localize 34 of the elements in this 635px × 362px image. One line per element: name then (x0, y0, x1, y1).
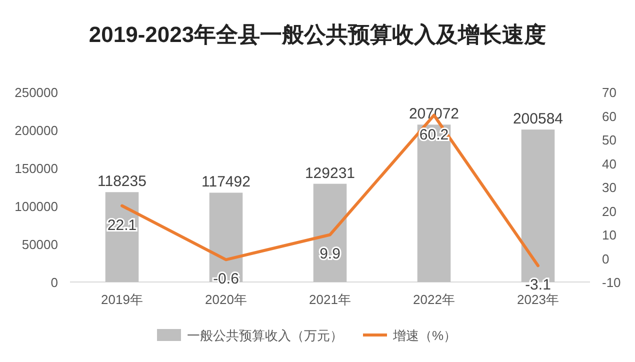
y2-tick-label: 20 (602, 204, 616, 219)
legend-label: 增速（%） (392, 328, 457, 343)
y2-tick-label: 10 (602, 228, 616, 242)
data-label: 60.2 (419, 126, 449, 144)
y2-tick-label: 70 (602, 85, 616, 100)
x-tick-label: 2021年 (309, 292, 351, 307)
bar (417, 124, 451, 282)
x-tick-label: 2020年 (205, 292, 247, 307)
data-label: -0.6 (213, 270, 239, 288)
y-tick-label: 200000 (14, 123, 58, 138)
x-tick-label: 2023年 (517, 292, 559, 307)
data-label: 129231 (304, 164, 356, 182)
data-label: 117492 (202, 174, 250, 191)
x-tick-label: 2019年 (101, 292, 143, 307)
y-tick-label: 150000 (14, 161, 58, 176)
y-tick-label: 50000 (22, 237, 58, 252)
y2-tick-label: 50 (602, 132, 616, 148)
data-label: 9.9 (320, 246, 340, 263)
y2-tick-label: 60 (602, 108, 616, 124)
x-tick-label: 2022年 (413, 292, 455, 307)
data-label: 200584 (512, 110, 564, 128)
y-tick-label: 0 (50, 275, 58, 290)
chart-title: 2019-2023年全县一般公共预算收入及增长速度 (88, 22, 546, 47)
data-label: 22.1 (107, 216, 137, 234)
y2-tick-label: 30 (602, 180, 616, 195)
legend-label: 一般公共预算收入（万元） (187, 328, 343, 343)
y-tick-label: 100000 (14, 199, 58, 214)
y2-tick-label: -10 (602, 275, 621, 290)
y2-tick-label: 0 (602, 251, 610, 266)
data-label: 118235 (98, 173, 146, 190)
data-label: 207072 (408, 106, 460, 123)
y2-tick-label: 40 (602, 156, 616, 172)
y-tick-label: 250000 (14, 85, 58, 100)
data-label: -3.1 (525, 276, 551, 294)
